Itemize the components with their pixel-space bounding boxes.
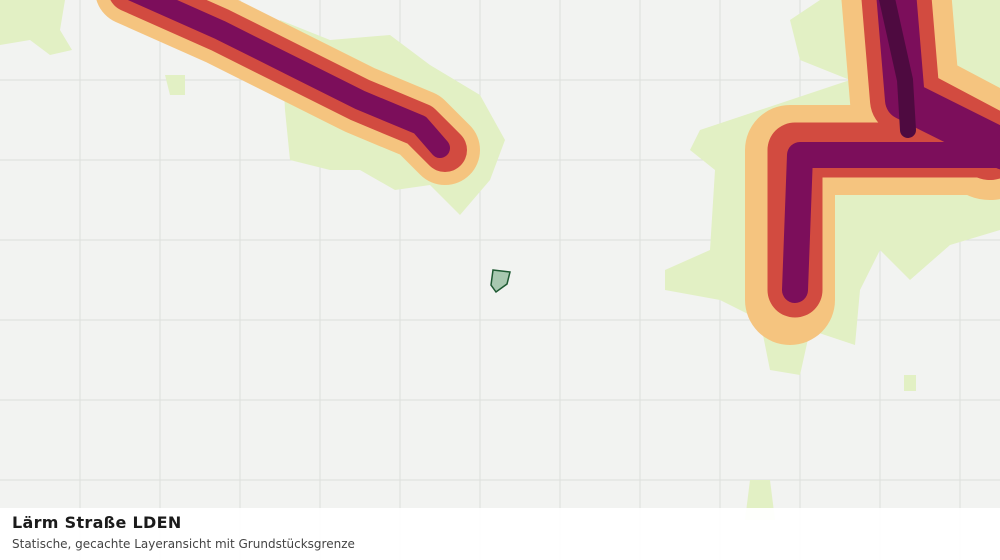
noise-band-road-east bbox=[745, 0, 1000, 345]
legend-subtitle: Statische, gecachte Layeransicht mit Gru… bbox=[12, 537, 355, 551]
parcel-boundary bbox=[490, 269, 511, 294]
legend-caption: Lärm Straße LDEN Statische, gecachte Lay… bbox=[0, 508, 1000, 560]
noise-band-road-west bbox=[96, 0, 480, 185]
legend-title: Lärm Straße LDEN bbox=[12, 513, 182, 532]
